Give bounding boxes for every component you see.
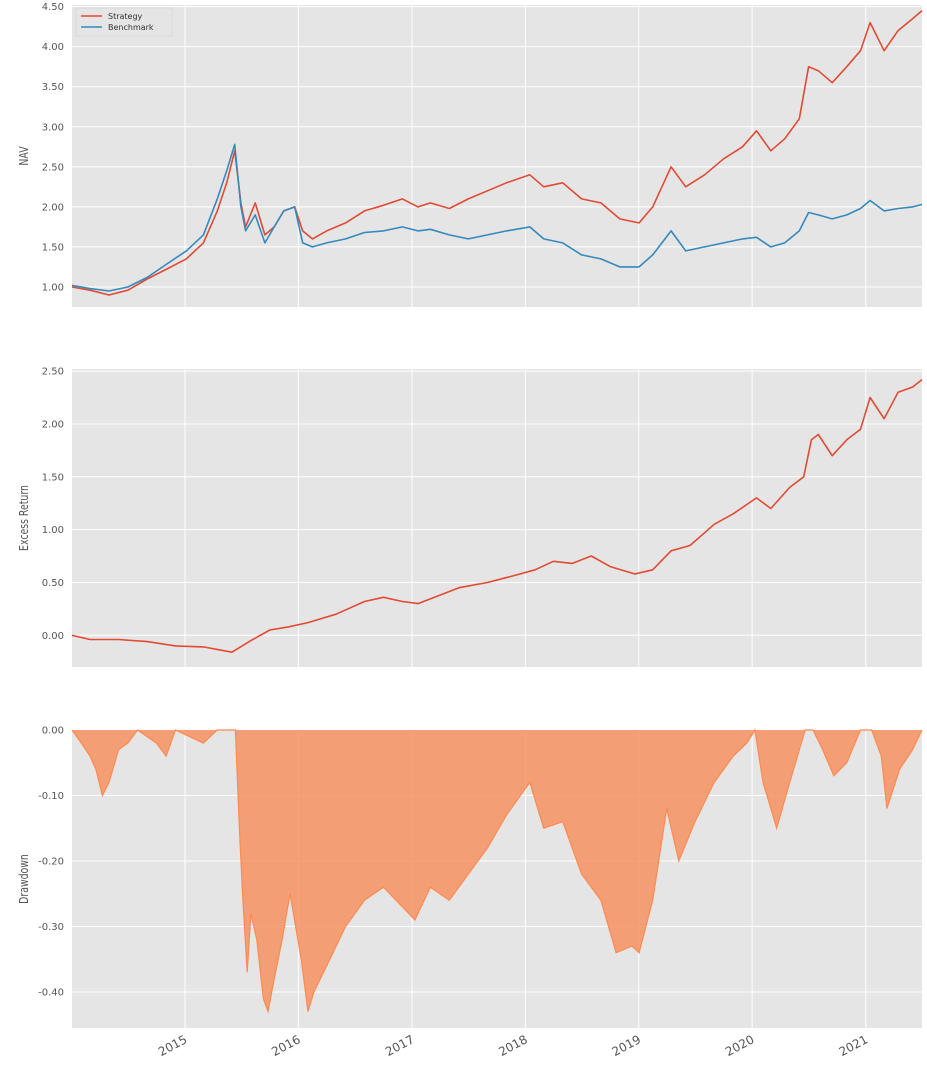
y-tick-label: 0.00 bbox=[42, 726, 64, 737]
y-tick-label: 1.50 bbox=[42, 242, 64, 253]
y-tick-label: 1.50 bbox=[42, 472, 64, 483]
drawdown-area bbox=[72, 730, 922, 1012]
y-axis-label: Excess Return bbox=[17, 485, 31, 551]
y-tick-label: 4.00 bbox=[42, 42, 64, 53]
y-tick-label: -0.30 bbox=[38, 922, 64, 933]
y-tick-label: 0.00 bbox=[42, 631, 64, 642]
y-axis-label: NAV bbox=[17, 146, 31, 166]
x-tick-label: 2016 bbox=[269, 1032, 303, 1059]
drawdown-line bbox=[71, 728, 923, 1014]
legend: Strategy Benchmark bbox=[75, 7, 173, 37]
y-tick-label: 2.00 bbox=[42, 202, 64, 213]
y-tick-label: 1.00 bbox=[42, 525, 64, 536]
y-tick-label: 2.50 bbox=[42, 367, 64, 378]
y-tick-label: 4.50 bbox=[42, 2, 64, 13]
y-tick-label: 3.50 bbox=[42, 82, 64, 93]
panel-2: 0.00 0.50 1.00 1.50 2.00 2.50 Excess Return bbox=[17, 367, 923, 667]
y-tick-label: 3.00 bbox=[42, 122, 64, 133]
x-tick-label: 2017 bbox=[383, 1032, 417, 1059]
y-tick-label: -0.10 bbox=[38, 791, 64, 802]
legend-entry: Benchmark bbox=[108, 23, 154, 32]
y-tick-label: -0.20 bbox=[38, 856, 64, 867]
panel-3: 0.00 -0.10 -0.20 -0.30 -0.40 Drawdown 2015 2016… bbox=[17, 726, 923, 1059]
y-tick-label: 2.00 bbox=[42, 419, 64, 430]
y-tick-label: 1.00 bbox=[42, 282, 64, 293]
x-tick-label: 2015 bbox=[156, 1032, 190, 1059]
x-tick-label: 2019 bbox=[610, 1032, 644, 1059]
x-tick-label: 2021 bbox=[837, 1032, 871, 1059]
y-tick-label: 0.50 bbox=[42, 578, 64, 589]
plot-background bbox=[72, 369, 922, 667]
y-axis-label: Drawdown bbox=[17, 854, 31, 904]
plot-background bbox=[72, 5, 922, 307]
y-tick-label: 2.50 bbox=[42, 162, 64, 173]
panel-1: 1.00 1.50 2.00 2.50 3.00 3.50 4.00 4.50 NAV Strat… bbox=[17, 2, 923, 307]
series-line-strategy bbox=[71, 9, 923, 296]
x-tick-label: 2018 bbox=[496, 1032, 530, 1059]
y-tick-label: -0.40 bbox=[38, 987, 64, 998]
series-line-benchmark bbox=[71, 143, 923, 292]
x-tick-label: 2020 bbox=[723, 1032, 757, 1059]
legend-entry: Strategy bbox=[108, 12, 143, 21]
series-line-1 bbox=[71, 378, 923, 653]
legend-box bbox=[75, 7, 173, 37]
